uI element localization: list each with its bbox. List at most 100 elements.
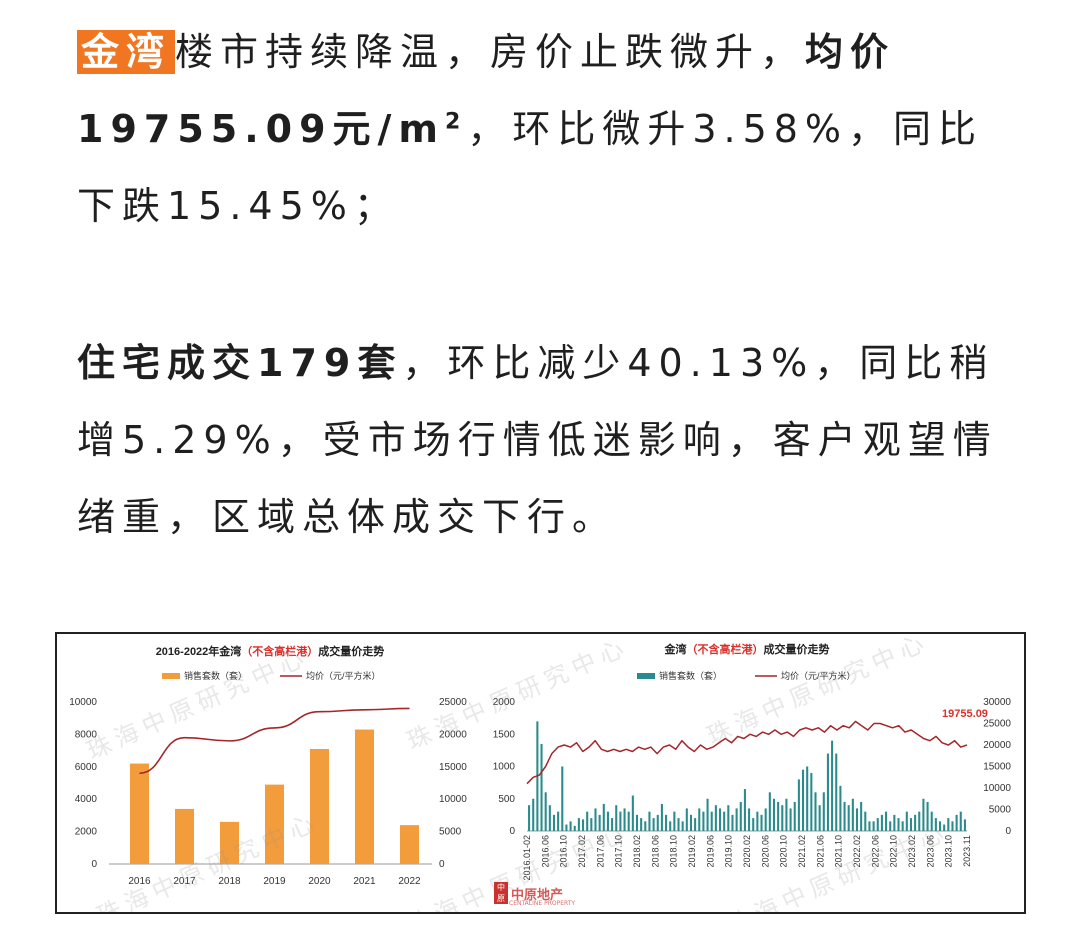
right-chart-xtick: 2022.02 <box>852 835 862 868</box>
right-chart-bar <box>598 814 601 831</box>
right-chart-bar <box>561 766 564 831</box>
right-chart-xtick: 2023.11 <box>962 835 972 867</box>
right-chart-bar <box>914 814 917 831</box>
right-chart-annotation: 19755.09 <box>942 708 988 720</box>
price-text-2: ，环比微升3.58%，同比下跌15.45%； <box>77 107 984 228</box>
right-chart-bar <box>943 824 946 831</box>
right-chart-bar <box>573 825 576 831</box>
right-chart-bar <box>528 805 531 831</box>
right-chart-xtick: 2021.02 <box>797 835 807 868</box>
left-chart-bar <box>400 825 419 864</box>
chart-figure: 2016-2022年金湾（不含高栏港）成交量价走势销售套数（套） 均价（元/平方米… <box>55 632 1026 914</box>
right-chart-bar <box>702 811 705 831</box>
right-chart-bar <box>918 811 921 831</box>
right-chart-xtick: 2017.02 <box>577 835 587 868</box>
right-chart-bar <box>594 808 597 831</box>
right-chart-title: 金湾（不含高栏港）成交量价走势 <box>664 642 830 656</box>
right-chart-bar <box>718 808 722 831</box>
right-chart-legend-line-label: 均价（元/平方米） <box>781 670 856 681</box>
right-chart-xtick: 2019.10 <box>724 835 734 868</box>
right-chart-bar <box>806 766 809 831</box>
right-chart-xtick: 2018.02 <box>632 835 642 868</box>
right-chart-xtick: 2016.06 <box>540 835 550 868</box>
right-chart-bar <box>963 819 966 831</box>
right-chart-bar <box>544 792 547 831</box>
right-chart-bar <box>785 798 788 831</box>
right-chart-bar <box>648 811 651 831</box>
right-chart-bar <box>905 811 908 831</box>
right-chart-bar <box>868 821 871 831</box>
left-chart-ytick-left: 10000 <box>69 697 97 708</box>
right-chart-bar <box>880 814 883 831</box>
right-chart-bar <box>540 743 543 831</box>
right-chart-ytick-right: 30000 <box>983 697 1011 708</box>
right-chart-ytick-left: 1000 <box>493 762 516 773</box>
right-chart-xtick: 2023.10 <box>944 835 954 868</box>
left-chart-xtick: 2021 <box>353 876 376 887</box>
left-chart-ytick-left: 2000 <box>75 827 98 838</box>
right-chart-bar <box>586 811 589 831</box>
right-chart-bar <box>735 808 738 831</box>
article: 金湾 楼市持续降温，房价止跌微升，均价19755.09元/m2，环比微升3.58%… <box>77 14 1017 556</box>
left-chart-price-line <box>139 707 410 775</box>
right-chart-bar <box>727 805 730 831</box>
right-chart-xtick: 2021.06 <box>815 835 825 868</box>
right-chart-bar <box>893 814 896 831</box>
right-chart-bar <box>860 801 863 831</box>
right-chart-bar <box>926 801 929 831</box>
right-chart-bar <box>756 811 759 831</box>
right-chart-bar <box>855 808 859 831</box>
right-chart-bar <box>789 808 792 831</box>
right-chart-bar <box>557 811 560 831</box>
left-chart-ytick-right: 10000 <box>439 794 467 805</box>
right-chart-xtick: 2017.10 <box>614 835 624 868</box>
right-chart-bar <box>698 808 701 831</box>
right-chart-bar <box>669 821 672 831</box>
left-chart-xtick: 2016 <box>128 876 151 887</box>
left-chart-xtick: 2020 <box>308 876 331 887</box>
right-chart-bar <box>710 811 713 831</box>
right-chart-ytick-left: 0 <box>509 826 515 837</box>
right-chart-bar <box>826 753 829 831</box>
right-chart-bar <box>951 821 954 831</box>
right-chart-xtick: 2022.06 <box>870 835 880 868</box>
right-chart-bar <box>619 811 622 831</box>
right-chart-ytick-right: 10000 <box>983 783 1011 794</box>
paragraph-volume: 住宅成交179套，环比减少40.13%，同比稍增5.29%，受市场行情低迷影响，… <box>77 325 1017 556</box>
right-chart-ytick-right: 20000 <box>983 740 1011 751</box>
left-chart-ytick-left: 8000 <box>75 729 98 740</box>
right-chart-bar <box>611 818 614 831</box>
right-chart-bar <box>839 785 842 831</box>
right-chart-ytick-left: 1500 <box>493 729 516 740</box>
left-chart-bar <box>175 808 194 864</box>
right-chart-bar <box>743 789 746 831</box>
right-chart-bar <box>552 814 556 831</box>
right-chart-bar <box>843 801 846 831</box>
right-chart-bar <box>694 818 697 831</box>
price-text-1: 楼市持续降温，房价止跌微升， <box>175 30 806 74</box>
right-chart-bar <box>934 818 937 831</box>
right-chart-bar <box>760 814 763 831</box>
left-chart-title: 2016-2022年金湾（不含高栏港）成交量价走势 <box>156 644 385 658</box>
left-chart-ytick-left: 0 <box>91 859 97 870</box>
right-chart-bar <box>723 811 726 831</box>
right-chart-xtick: 2018.06 <box>650 835 660 868</box>
right-chart-bar <box>631 795 634 831</box>
right-chart-bar <box>640 818 643 831</box>
volume-bold: 住宅成交179套 <box>77 341 403 385</box>
right-chart-xtick: 2023.06 <box>925 835 935 868</box>
right-chart-bar <box>565 824 568 831</box>
right-chart-bar <box>930 811 933 831</box>
right-chart-bar <box>635 814 639 831</box>
right-chart-bar <box>872 821 875 831</box>
right-chart-bar <box>752 818 755 831</box>
right-chart-bar <box>822 792 825 831</box>
left-chart-legend-bar-label: 销售套数（套） <box>184 670 247 681</box>
right-chart-ytick-left: 2000 <box>493 697 516 708</box>
right-chart-ytick-right: 25000 <box>983 719 1011 730</box>
brand-name: 中原地产 <box>511 887 564 903</box>
right-chart-bar <box>947 818 950 831</box>
right-chart-bar <box>909 818 912 831</box>
right-chart-bar <box>885 811 888 831</box>
